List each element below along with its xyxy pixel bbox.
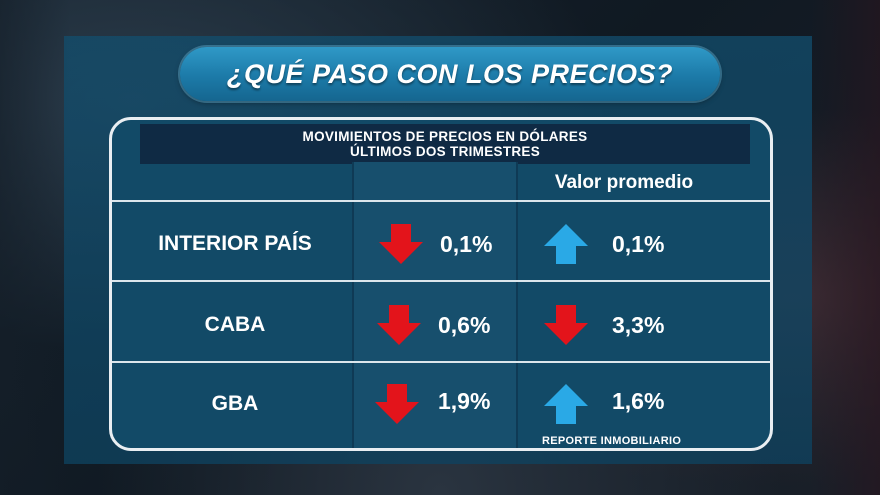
row-divider-3 [112, 361, 770, 363]
arrow-down-icon [544, 305, 588, 345]
source-footer: REPORTE INMOBILIARIO [542, 435, 682, 447]
price-table-card: MOVIMIENTOS DE PRECIOS EN DÓLARES ÚLTIMO… [109, 117, 773, 451]
table-subtitle: MOVIMIENTOS DE PRECIOS EN DÓLARES ÚLTIMO… [140, 124, 750, 164]
arrow-down-icon [377, 305, 421, 345]
row-average-gba: 1,6% [612, 388, 665, 414]
row-divider-1 [112, 200, 770, 202]
background-edge-right [810, 0, 880, 495]
row-change-gba: 1,9% [438, 388, 491, 414]
arrow-up-icon [544, 384, 588, 424]
row-change-caba: 0,6% [438, 312, 491, 338]
change-column-bg [353, 162, 517, 448]
arrow-down-icon [375, 384, 419, 424]
subtitle-line-1: MOVIMIENTOS DE PRECIOS EN DÓLARES [302, 129, 588, 144]
column-divider-2 [516, 162, 518, 448]
arrow-down-icon [379, 224, 423, 264]
row-average-caba: 3,3% [612, 312, 665, 338]
page-title: ¿QUÉ PASO CON LOS PRECIOS? [226, 58, 674, 89]
row-change-interior: 0,1% [440, 231, 493, 257]
row-label-interior: INTERIOR PAÍS [158, 232, 312, 255]
column-divider-1 [352, 162, 354, 448]
row-label-caba: CABA [204, 313, 266, 336]
row-divider-2 [112, 280, 770, 282]
subtitle-line-2: ÚLTIMOS DOS TRIMESTRES [349, 144, 541, 159]
arrow-up-icon [544, 224, 588, 264]
row-average-interior: 0,1% [612, 231, 665, 257]
title-banner: ¿QUÉ PASO CON LOS PRECIOS? [180, 47, 720, 101]
row-label-gba: GBA [211, 392, 259, 415]
average-column-header: Valor promedio [554, 172, 694, 193]
background-edge-left [0, 0, 70, 495]
